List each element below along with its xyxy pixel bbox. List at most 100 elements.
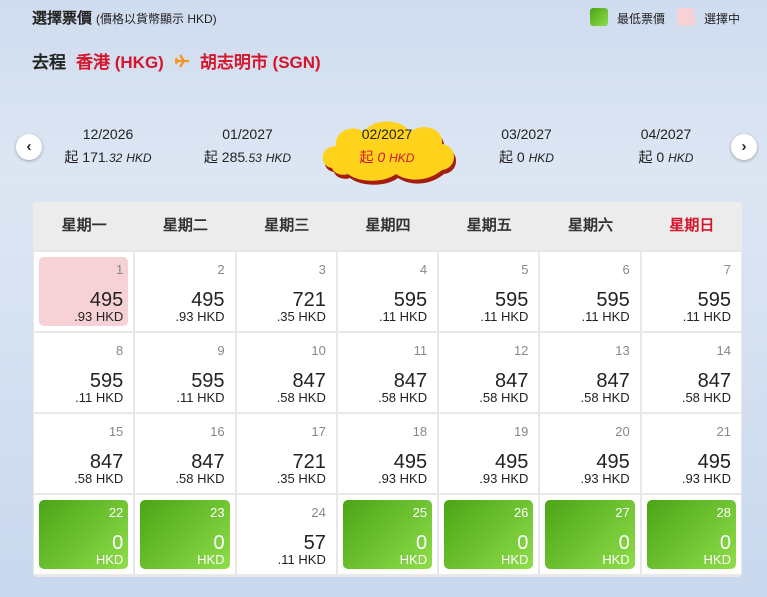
price-currency: HKD [602,471,630,486]
day-price-detail: .11 HKD [176,391,224,404]
day-number: 13 [615,343,630,358]
day-cell[interactable]: 13 847.58 HKD [540,333,640,412]
price-currency: HKD [500,471,529,486]
month-tab[interactable]: 01/2027 起 285.53 HKD [183,126,313,167]
day-cell[interactable]: 27 0 HKD [540,495,640,574]
day-price-detail: .11 HKD [480,310,528,323]
day-price-detail: .58 HKD [479,391,528,404]
day-cell[interactable]: 5 595.11 HKD [439,252,539,331]
month-price: 起 285.53 HKD [183,147,313,167]
day-cell[interactable]: 3 721.35 HKD [236,252,336,331]
price-currency: HKD [703,309,731,324]
price-currency: HKD [389,151,415,165]
price-decimals: .53 [245,151,262,165]
day-price-detail: .93 HKD [581,472,630,485]
month-label: 12/2026 [82,126,134,142]
day-price-detail: .58 HKD [175,472,224,485]
day-cell[interactable]: 11 847.58 HKD [337,333,438,412]
price-currency: HKD [528,151,554,165]
month-tab[interactable]: 12/2026 起 171.32 HKD [43,126,173,167]
day-price-detail: .58 HKD [581,391,630,404]
day-cell[interactable]: 8 595.11 HKD [34,333,134,412]
month-price: 起 0 HKD [601,147,731,167]
day-number: 6 [622,262,630,277]
day-price: 595 [89,370,124,392]
day-cell[interactable]: 23 0 HKD [135,495,235,574]
day-number: 11 [413,343,428,358]
day-cell[interactable]: 16 847.58 HKD [135,414,235,493]
day-cell[interactable]: 10 847.58 HKD [236,333,336,412]
weekday-header: 星期五 [438,202,541,250]
month-tab[interactable]: 03/2027 起 0 HKD [462,126,592,167]
day-number: 24 [311,505,326,520]
day-price: 595 [697,289,731,311]
next-month[interactable]: › [731,134,757,160]
day-cell[interactable]: 14 847.58 HKD [641,333,741,412]
month-label: 04/2027 [640,126,692,142]
weekday-header: 星期一 [33,202,136,250]
price-currency: HKD [298,309,326,324]
price-decimals: .93 [175,309,194,324]
day-cell[interactable]: 7 595.11 HKD [641,252,741,331]
day-cell[interactable]: 25 0 HKD [337,495,438,574]
price-decimals: .58 [377,390,397,405]
day-cell[interactable]: 24 57.11 HKD [236,495,336,574]
route: 去程 香港 (HKG) 胡志明市 (SGN) [32,48,321,73]
price-currency: HKD [602,309,630,324]
price-decimals: .32 [105,151,123,165]
day-cell[interactable]: 4 595.11 HKD [337,252,438,331]
day-cell[interactable]: 2 495.93 HKD [135,252,235,331]
month-tab[interactable]: 02/2027 起 0 HKD [322,126,452,167]
destination: 胡志明市 (SGN) [199,53,321,72]
lowest-highlight [444,500,534,569]
day-cell[interactable]: 12 847.58 HKD [439,333,539,412]
day-price-detail: HKD [704,553,731,566]
day-price: 847 [495,370,529,392]
lowest-highlight [39,500,129,569]
legend-label: 最低票價 [617,12,666,26]
day-price-detail: .58 HKD [682,391,731,404]
day-cell[interactable]: 26 0 HKD [439,495,539,574]
price-prefix: 起 [203,149,218,165]
day-cell[interactable]: 15 847.58 HKD [34,414,134,493]
price-currency: HKD [95,390,124,405]
day-cell[interactable]: 6 595.11 HKD [540,252,640,331]
day-number: 21 [716,424,731,439]
day-cell[interactable]: 21 495.93 HKD [641,414,741,493]
day-cell[interactable]: 9 595.11 HKD [135,333,235,412]
day-cell[interactable]: 22 0 HKD [34,495,134,574]
day-price: 847 [292,370,326,392]
day-cell[interactable]: 1 495.93 HKD [34,252,134,331]
price-decimals: .11 [480,309,498,324]
day-number: 17 [311,424,326,439]
day-price: 595 [191,370,225,392]
day-price: 57 [303,532,326,554]
prev-month[interactable]: ‹ [16,134,42,160]
price-prefix: 起 [64,149,79,165]
price-currency: HKD [602,390,630,405]
price-prefix: 起 [499,149,514,165]
price-currency: HKD [399,309,428,324]
day-cell[interactable]: 18 495.93 HKD [337,414,438,493]
day-price-detail: .11 HKD [379,310,427,323]
day-cell[interactable]: 19 495.93 HKD [439,414,539,493]
day-price-detail: .11 HKD [582,310,630,323]
day-cell[interactable]: 28 0 HKD [641,495,741,574]
day-number: 4 [419,262,428,277]
month-price: 起 171.32 HKD [43,147,173,167]
title: 選擇票價 (價格以貨幣顯示 HKD) [32,7,217,28]
price-decimals: .11 [581,309,599,324]
month-tab[interactable]: 04/2027 起 0 HKD [601,126,731,167]
day-number: 5 [521,262,529,277]
day-cell[interactable]: 17 721.35 HKD [236,414,336,493]
day-number: 25 [412,505,428,520]
day-number: 7 [723,262,731,277]
price-prefix: 起 [638,149,653,165]
price-decimals: .35 [276,471,295,486]
title-text: 選擇票價 [32,10,93,27]
day-number: 1 [116,262,124,277]
price-decimals: .58 [580,390,599,405]
day-number: 19 [513,424,529,439]
day-cell[interactable]: 20 495.93 HKD [540,414,640,493]
